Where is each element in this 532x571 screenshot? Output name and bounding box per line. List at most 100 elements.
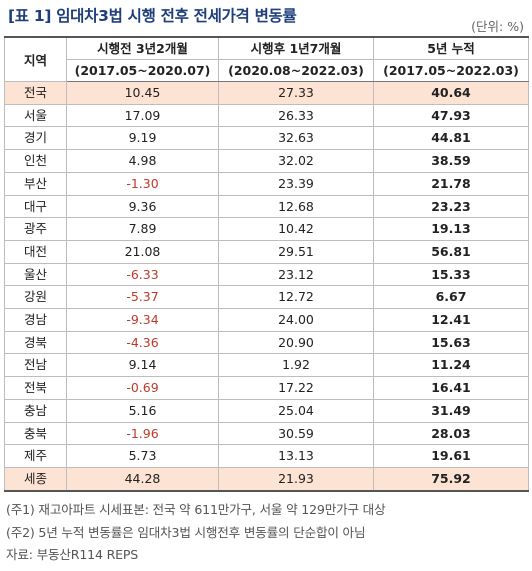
cell-total: 12.41 [373,308,529,332]
table-row: 전국 10.45 27.33 40.64 [4,81,529,105]
cell-before: 44.28 [66,466,219,492]
cell-region: 전남 [4,353,67,378]
table-header: 지역 시행전 3년2개월 시행후 1년7개월 5년 누적 (2017.05~20… [4,36,529,82]
cell-after: 23.39 [218,171,374,196]
header-before-label: 시행전 3년2개월 [66,36,219,60]
cell-before: 4.98 [66,149,219,173]
cell-total: 11.24 [373,353,529,378]
table-row: 충남 5.16 25.04 31.49 [4,398,529,423]
cell-before: -6.33 [66,262,219,287]
table-row: 경남 -9.34 24.00 12.41 [4,308,529,332]
cell-region: 충남 [4,398,67,423]
cell-before: 5.16 [66,398,219,423]
cell-region: 전북 [4,376,67,400]
table-row: 부산 -1.30 23.39 21.78 [4,171,529,196]
cell-before: 17.09 [66,103,219,128]
table-row: 대전 21.08 29.51 56.81 [4,239,529,264]
header-region: 지역 [4,36,67,82]
cell-total: 56.81 [373,239,529,264]
table-row: 제주 5.73 13.13 19.61 [4,444,529,468]
cell-before: 7.89 [66,217,219,241]
cell-total: 31.49 [373,398,529,423]
cell-region: 강원 [4,285,67,310]
table-row: 강원 -5.37 12.72 6.67 [4,285,529,310]
cell-before: -1.96 [66,421,219,446]
cell-after: 12.72 [218,285,374,310]
cell-total: 47.93 [373,103,529,128]
table-title: [표 1] 임대차3법 시행 전후 전세가격 변동률 [8,7,297,25]
table-row: 서울 17.09 26.33 47.93 [4,103,529,128]
cell-total: 23.23 [373,194,529,219]
cell-after: 20.90 [218,330,374,355]
table-row: 경기 9.19 32.63 44.81 [4,126,529,151]
cell-before: -0.69 [66,376,219,400]
cell-total: 19.61 [373,444,529,468]
header-total-period: (2017.05~2022.03) [373,59,529,82]
cell-after: 27.33 [218,81,374,105]
cell-total: 40.64 [373,81,529,105]
cell-region: 세종 [4,466,67,492]
header-after-period: (2020.08~2022.03) [218,59,374,82]
cell-before: -9.34 [66,308,219,332]
table-row: 전남 9.14 1.92 11.24 [4,353,529,378]
table-row: 대구 9.36 12.68 23.23 [4,194,529,219]
cell-after: 13.13 [218,444,374,468]
cell-region: 제주 [4,444,67,468]
cell-before: 10.45 [66,81,219,105]
cell-after: 30.59 [218,421,374,446]
header-after-label: 시행후 1년7개월 [218,36,374,60]
cell-total: 75.92 [373,466,529,492]
header-total-label: 5년 누적 [373,36,529,60]
table-body: 전국 10.45 27.33 40.64 서울 17.09 26.33 47.93 경기 9.19… [4,81,529,492]
note-1: (주1) 재고아파트 시세표본: 전국 약 611만가구, 서울 약 129만가… [6,502,386,517]
unit-label: (단위: %) [471,19,524,34]
cell-region: 충북 [4,421,67,446]
cell-after: 12.68 [218,194,374,219]
cell-total: 15.63 [373,330,529,355]
cell-region: 대전 [4,239,67,264]
table-row: 세종 44.28 21.93 75.92 [4,466,529,492]
cell-total: 28.03 [373,421,529,446]
table-row: 경북 -4.36 20.90 15.63 [4,330,529,355]
table-row: 광주 7.89 10.42 19.13 [4,217,529,241]
cell-after: 29.51 [218,239,374,264]
cell-after: 32.63 [218,126,374,151]
table-row: 전북 -0.69 17.22 16.41 [4,376,529,400]
cell-region: 인천 [4,149,67,173]
cell-region: 경북 [4,330,67,355]
cell-after: 1.92 [218,353,374,378]
cell-total: 15.33 [373,262,529,287]
cell-total: 44.81 [373,126,529,151]
header-before-period: (2017.05~2020.07) [66,59,219,82]
cell-region: 광주 [4,217,67,241]
cell-after: 21.93 [218,466,374,492]
cell-region: 전국 [4,81,67,105]
cell-after: 25.04 [218,398,374,423]
cell-before: 21.08 [66,239,219,264]
table-row: 울산 -6.33 23.12 15.33 [4,262,529,287]
cell-after: 17.22 [218,376,374,400]
cell-before: 5.73 [66,444,219,468]
cell-after: 26.33 [218,103,374,128]
cell-total: 38.59 [373,149,529,173]
cell-before: 9.14 [66,353,219,378]
cell-after: 10.42 [218,217,374,241]
table-row: 인천 4.98 32.02 38.59 [4,149,529,173]
cell-region: 서울 [4,103,67,128]
cell-region: 경남 [4,308,67,332]
cell-total: 19.13 [373,217,529,241]
cell-before: -4.36 [66,330,219,355]
source-note: 자료: 부동산R114 REPS [6,547,139,562]
cell-before: -5.37 [66,285,219,310]
price-change-table: 지역 시행전 3년2개월 시행후 1년7개월 5년 누적 (2017.05~20… [4,36,529,492]
table-row: 충북 -1.96 30.59 28.03 [4,421,529,446]
cell-before: 9.19 [66,126,219,151]
cell-before: 9.36 [66,194,219,219]
cell-region: 대구 [4,194,67,219]
cell-total: 16.41 [373,376,529,400]
cell-after: 32.02 [218,149,374,173]
cell-region: 울산 [4,262,67,287]
cell-region: 경기 [4,126,67,151]
cell-total: 6.67 [373,285,529,310]
